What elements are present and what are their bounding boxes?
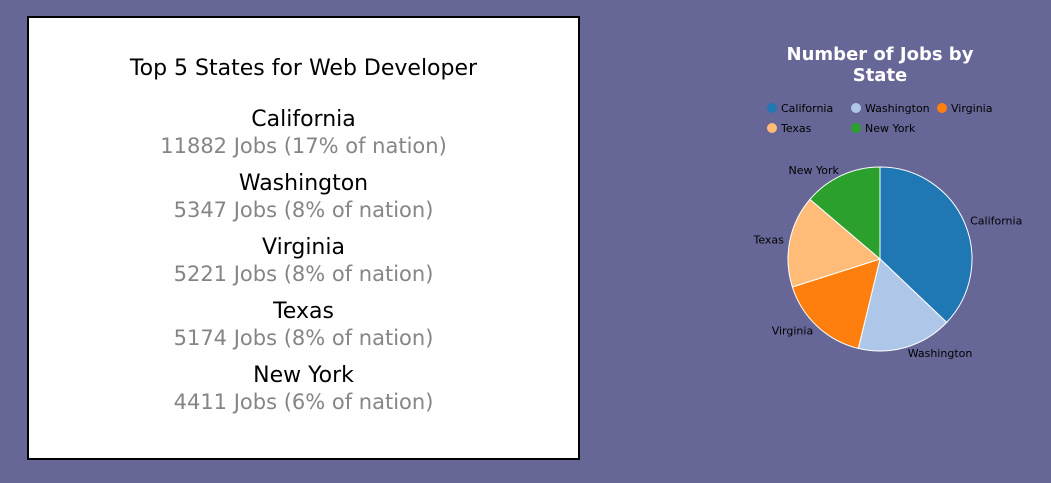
legend-swatch (767, 103, 777, 113)
legend-label: California (781, 102, 833, 115)
pie-label-texas: Texas (752, 234, 784, 247)
legend-label: New York (865, 122, 916, 135)
pie-slice-washington (857, 258, 948, 352)
state-item-new-york: New York 4411 Jobs (6% of nation) (29, 363, 578, 415)
state-name: Washington (238, 171, 369, 196)
legend-item-texas: Texas (767, 122, 812, 135)
legend-label: Texas (780, 122, 812, 135)
state-name: New York (253, 363, 354, 388)
state-item-texas: Texas 5174 Jobs (8% of nation) (29, 299, 578, 351)
pie-slices (787, 166, 973, 352)
legend-item-new-york: New York (851, 122, 916, 135)
state-jobs: 5347 Jobs (8% of nation) (173, 198, 434, 222)
state-jobs: 5174 Jobs (8% of nation) (173, 326, 434, 350)
pie-chart: California Washington Virginia Texas New Yor… (752, 102, 1022, 360)
legend-swatch (851, 123, 861, 133)
pie-slice-texas (787, 198, 882, 288)
state-name: California (251, 107, 356, 132)
state-name: Virginia (262, 235, 345, 260)
legend-swatch (851, 103, 861, 113)
chart-title: Number of Jobs by State (786, 44, 974, 86)
state-jobs: 4411 Jobs (6% of nation) (173, 390, 434, 414)
state-jobs: 5221 Jobs (8% of nation) (173, 262, 434, 286)
pie-slice-new-york (809, 166, 881, 261)
pie-slice-california (879, 166, 973, 324)
state-jobs: 11882 Jobs (17% of nation) (160, 134, 447, 158)
state-name: Texas (273, 299, 334, 324)
legend-label: Washington (865, 102, 930, 115)
legend-item-virginia: Virginia (937, 102, 992, 115)
legend-swatch (937, 103, 947, 113)
pie-label-virginia: Virginia (772, 325, 813, 338)
legend-label: Virginia (951, 102, 992, 115)
legend-item-washington: Washington (851, 102, 930, 115)
legend-item-california: California (767, 102, 833, 115)
pie-label-washington: Washington (908, 347, 973, 360)
pie-label-new-york: New York (789, 164, 840, 177)
state-list: California 11882 Jobs (17% of nation) Wa… (29, 107, 578, 415)
legend-swatch (767, 123, 777, 133)
state-item-california: California 11882 Jobs (17% of nation) (29, 107, 578, 159)
state-item-virginia: Virginia 5221 Jobs (8% of nation) (29, 235, 578, 287)
chart-legend: California Washington Virginia Texas New Yor… (767, 102, 992, 135)
pie-labels: California Washington Virginia Texas New Yor… (752, 164, 1022, 360)
pie-label-california: California (970, 214, 1022, 227)
pie-slice-virginia (791, 258, 881, 350)
panel-title: Top 5 States for Web Developer (129, 56, 478, 81)
top-states-panel: Top 5 States for Web Developer Californi… (27, 16, 580, 460)
state-item-washington: Washington 5347 Jobs (8% of nation) (29, 171, 578, 223)
